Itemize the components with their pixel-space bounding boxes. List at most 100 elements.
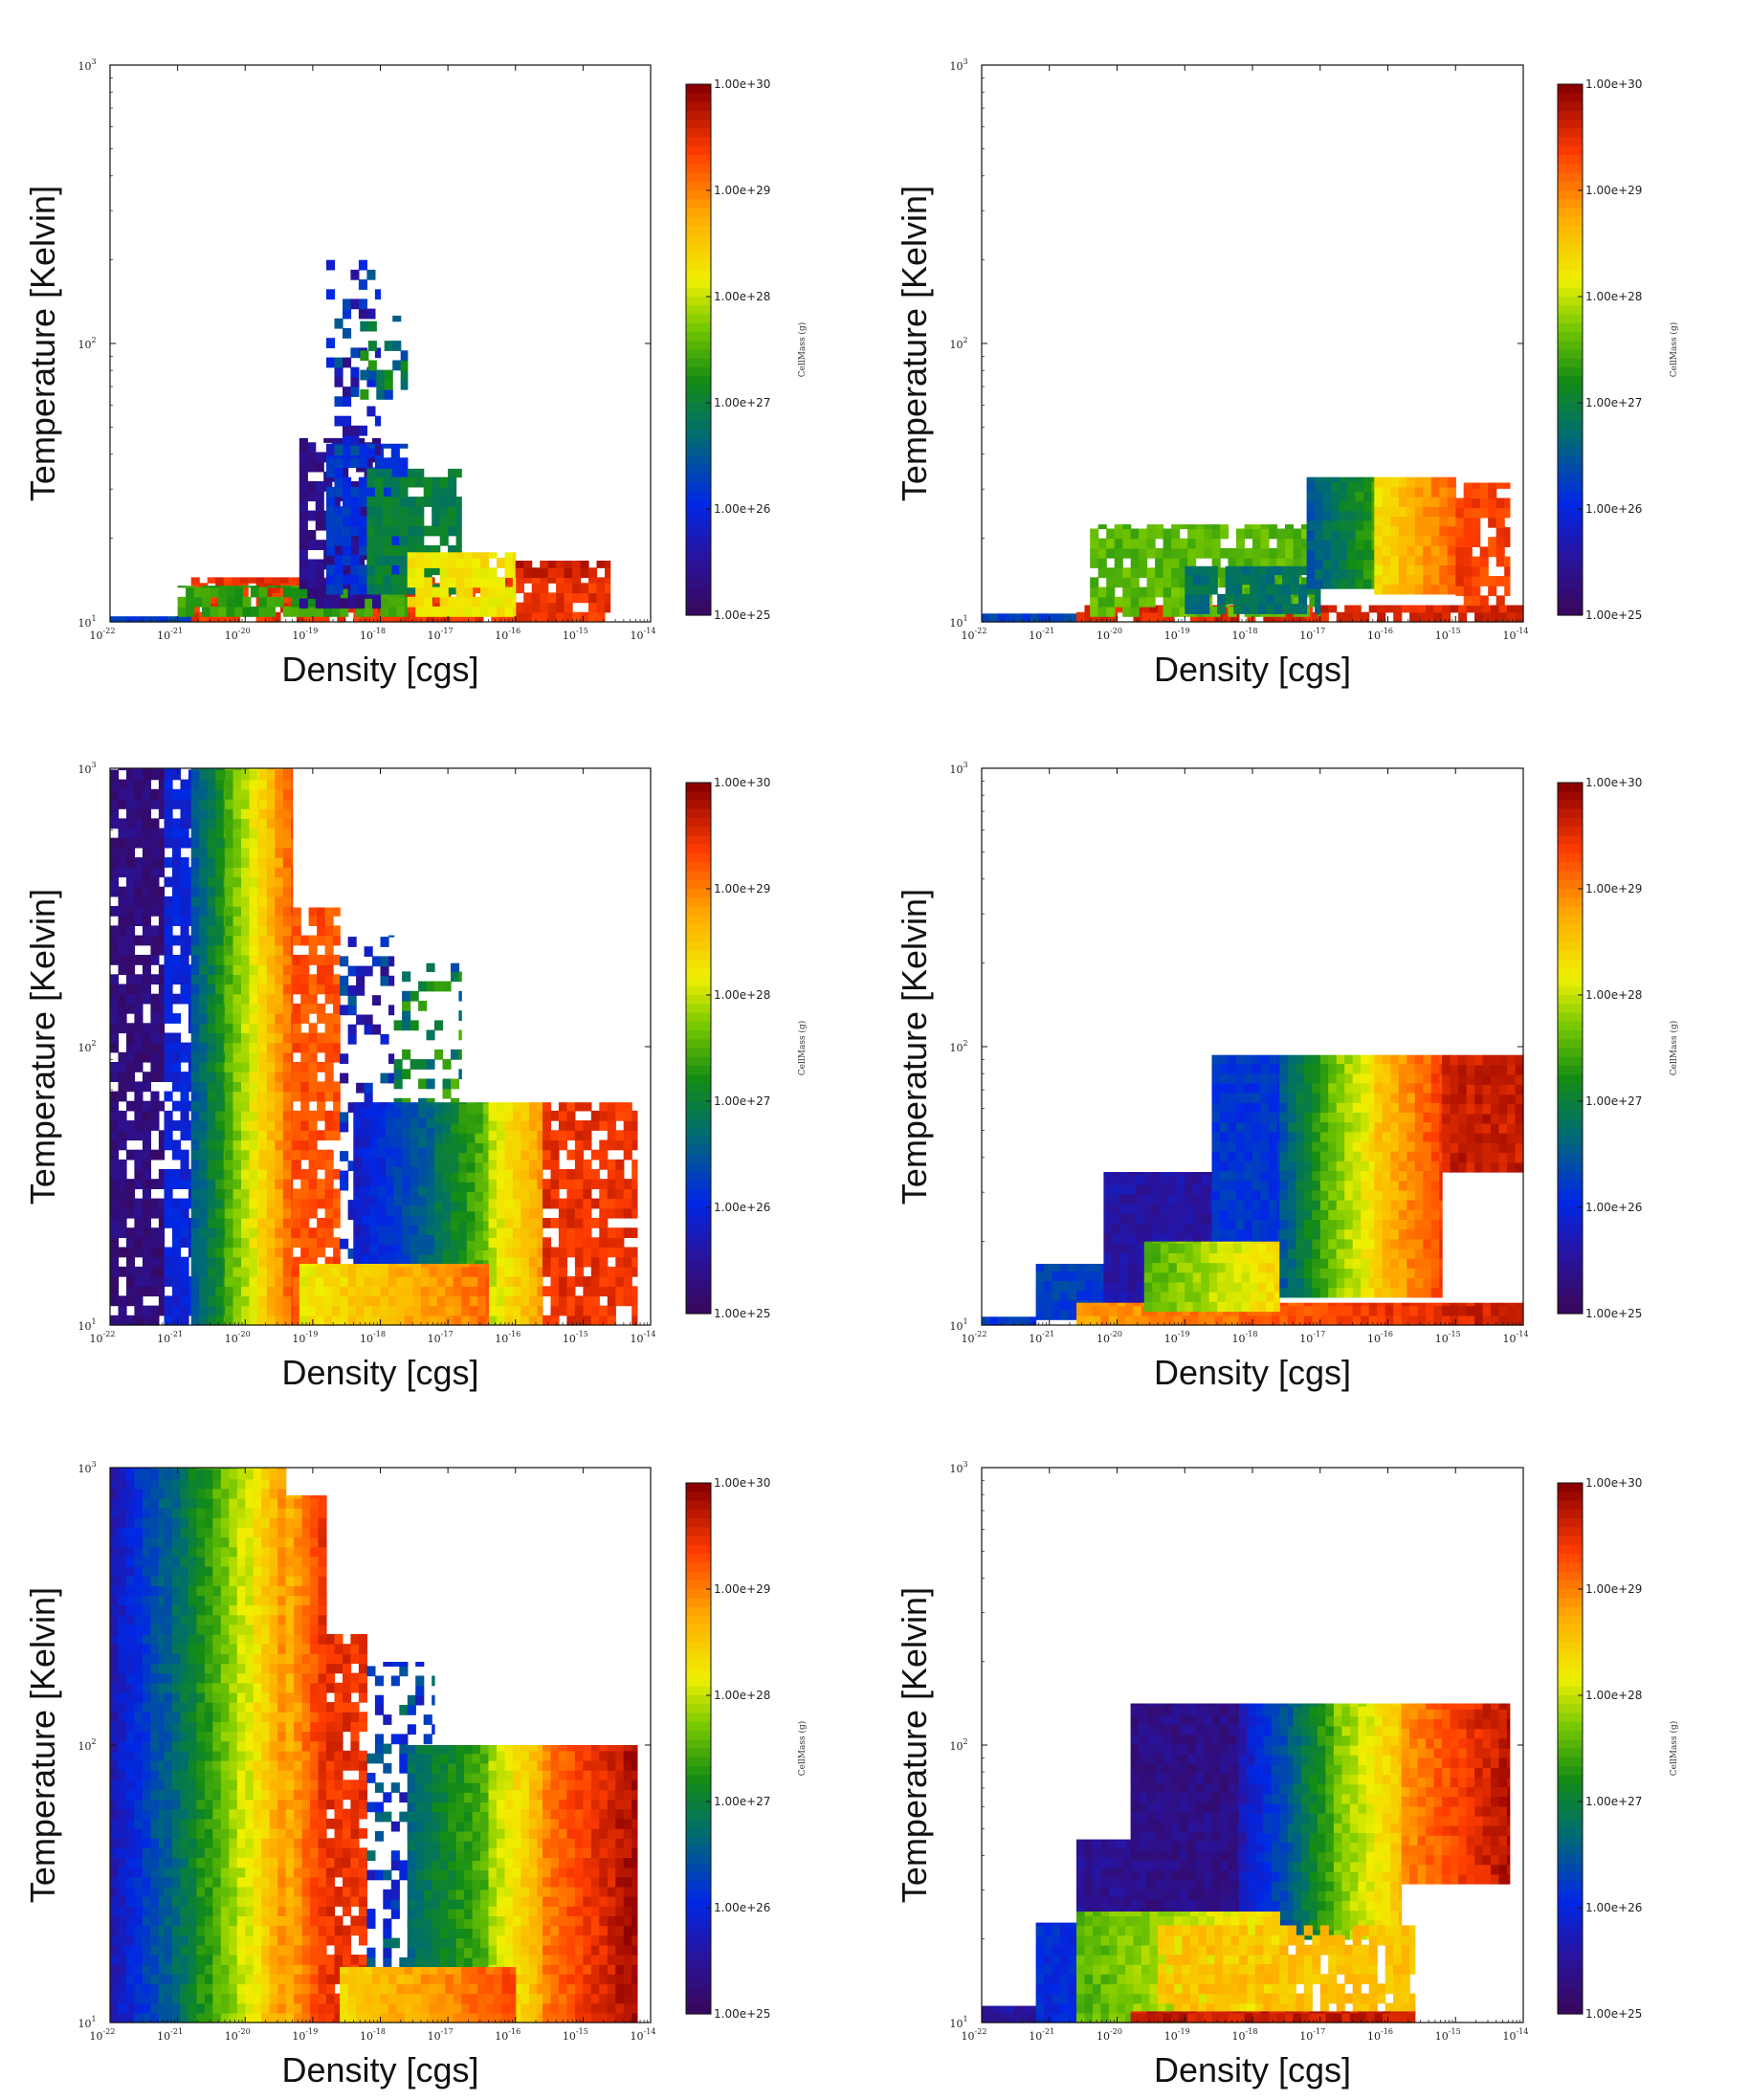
heatmap-cell xyxy=(543,1286,552,1297)
x-tick-exp: -19 xyxy=(305,1330,318,1338)
heatmap-cell xyxy=(1430,506,1440,517)
heatmap-cell xyxy=(442,1103,452,1115)
heatmap-cell xyxy=(488,1247,498,1258)
heatmap-cell xyxy=(442,1102,452,1105)
colorbar-frame xyxy=(1557,83,1584,616)
heatmap-cell xyxy=(475,1249,484,1261)
heatmap-cell xyxy=(1198,611,1207,623)
heatmap-cell xyxy=(631,1169,638,1180)
heatmap-cell xyxy=(233,1159,242,1170)
heatmap-cell xyxy=(543,1247,552,1258)
heatmap-cell xyxy=(275,768,284,771)
heatmap-cell xyxy=(1233,593,1243,605)
heatmap-cell xyxy=(434,611,444,623)
heatmap-cell xyxy=(572,583,582,594)
heatmap-cell xyxy=(574,1305,584,1316)
heatmap-cell xyxy=(1430,486,1440,497)
heatmap-cell xyxy=(436,1305,446,1316)
heatmap-cell xyxy=(110,1100,120,1112)
heatmap-cell xyxy=(142,1169,151,1180)
heatmap-cell xyxy=(334,415,343,427)
heatmap-cell xyxy=(199,935,209,946)
heatmap-cell xyxy=(547,567,557,579)
heatmap-cell xyxy=(323,1305,333,1316)
heatmap-cell xyxy=(374,445,382,455)
y-tick-base: 10 xyxy=(949,617,963,630)
heatmap-cell xyxy=(1163,547,1172,559)
heatmap-cell xyxy=(442,1113,452,1124)
heatmap-cell xyxy=(566,1218,576,1228)
heatmap-cell xyxy=(615,1295,625,1307)
heatmap-cell xyxy=(367,369,377,381)
heatmap-cell xyxy=(1504,556,1511,567)
heatmap-cell xyxy=(537,1188,543,1200)
heatmap-cell xyxy=(249,993,258,1005)
heatmap-cell xyxy=(448,468,457,478)
heatmap-cell xyxy=(308,1179,318,1189)
heatmap-cell xyxy=(225,1110,234,1121)
heatmap-cell xyxy=(1044,1299,1053,1311)
heatmap-cell xyxy=(497,1315,506,1326)
heatmap-cell xyxy=(233,818,242,829)
heatmap-cell xyxy=(150,799,160,809)
heatmap-cell xyxy=(410,1253,419,1265)
colorbar-swatch xyxy=(686,474,711,483)
colorbar-swatch xyxy=(686,1278,711,1288)
heatmap-cell xyxy=(418,1156,428,1167)
heatmap-cell xyxy=(599,1286,609,1297)
heatmap-cell xyxy=(353,1166,363,1177)
heatmap-cell xyxy=(331,1295,341,1307)
heatmap-cell xyxy=(386,1195,395,1206)
heatmap-cell xyxy=(1331,530,1340,541)
heatmap-cell xyxy=(384,369,393,381)
heatmap-cell xyxy=(291,1091,294,1102)
heatmap-cell xyxy=(1044,1290,1053,1301)
heatmap-cell xyxy=(257,1237,259,1249)
heatmap-cell xyxy=(110,1169,120,1180)
heatmap-cell xyxy=(1455,565,1465,577)
colorbar-swatch xyxy=(1558,411,1583,422)
heatmap-cell xyxy=(1430,516,1440,527)
heatmap-cell xyxy=(150,1227,160,1238)
heatmap-cell xyxy=(482,1230,490,1241)
heatmap-cell xyxy=(164,1120,173,1131)
heatmap-cell xyxy=(1339,568,1348,580)
heatmap-cell xyxy=(343,476,352,488)
heatmap-cell xyxy=(164,1003,173,1014)
heatmap-cell xyxy=(402,1010,411,1021)
heatmap-cell xyxy=(266,1081,276,1093)
colorbar-swatch xyxy=(686,791,711,802)
heatmap-cell xyxy=(356,985,366,996)
heatmap-cell xyxy=(1482,605,1492,613)
heatmap-cell xyxy=(356,1286,366,1297)
heatmap-cell xyxy=(180,1081,189,1093)
heatmap-cell xyxy=(1322,578,1332,589)
heatmap-cell xyxy=(1252,547,1262,559)
heatmap-cell xyxy=(258,1286,268,1297)
heatmap-cell xyxy=(233,1013,242,1024)
heatmap-cell xyxy=(340,1170,349,1182)
heatmap-cell xyxy=(110,867,120,878)
heatmap-cell xyxy=(126,1207,136,1219)
heatmap-cell xyxy=(528,1237,538,1249)
heatmap-cell xyxy=(199,799,209,809)
heatmap-cell xyxy=(223,1120,226,1131)
heatmap-cell xyxy=(110,1227,120,1238)
heatmap-cell xyxy=(1472,595,1481,607)
heatmap-cell xyxy=(540,577,549,584)
heatmap-cell xyxy=(241,779,251,790)
heatmap-cell xyxy=(199,1227,209,1238)
heatmap-cell xyxy=(126,984,136,995)
heatmap-cell xyxy=(1114,547,1123,559)
heatmap-cell xyxy=(1322,500,1332,512)
heatmap-cell xyxy=(258,586,268,598)
heatmap-cell xyxy=(434,592,444,604)
heatmap-cell xyxy=(233,1139,242,1151)
heatmap-cell xyxy=(258,1315,268,1326)
heatmap-cell xyxy=(390,516,400,527)
heatmap-cell xyxy=(504,1188,514,1200)
heatmap-cell xyxy=(448,506,457,517)
colorbar-swatch xyxy=(1558,120,1583,129)
heatmap-cell xyxy=(1331,578,1340,589)
heatmap-cell xyxy=(623,1266,632,1277)
